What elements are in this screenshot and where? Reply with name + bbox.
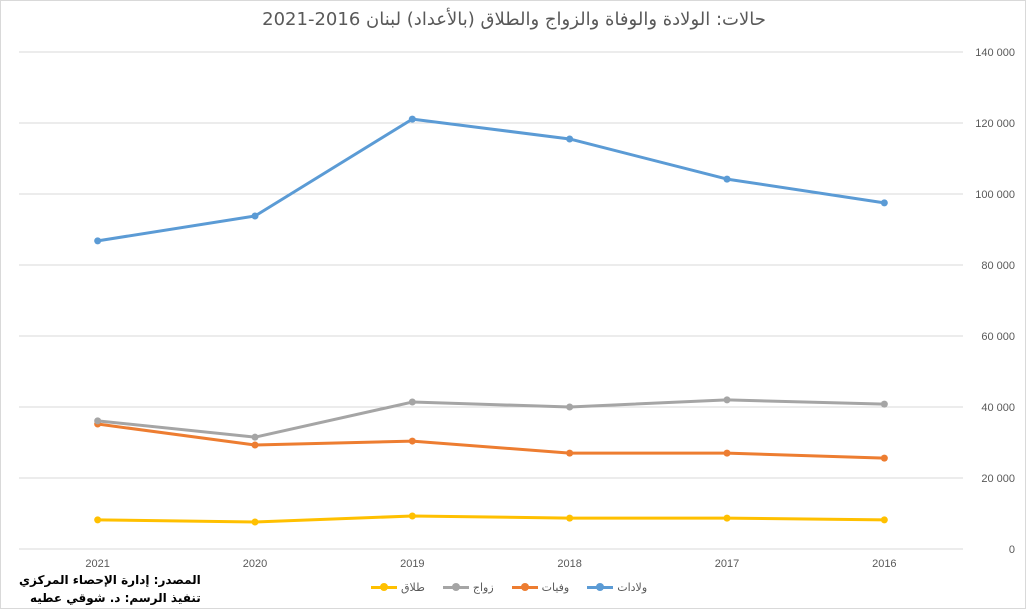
data-point xyxy=(566,403,574,411)
series-line xyxy=(97,117,885,243)
legend: ولادات وفيات زواج طلاق xyxy=(371,581,647,594)
data-point xyxy=(408,437,416,445)
x-tick-label: 2017 xyxy=(715,558,739,570)
x-tick-label: 2018 xyxy=(557,558,581,570)
x-tick-label: 2019 xyxy=(400,558,424,570)
legend-swatch xyxy=(371,583,397,591)
x-tick-label: 2021 xyxy=(85,558,109,570)
y-tick-label: 0 xyxy=(1009,544,1015,556)
author-line: تنفيذ الرسم: د. شوقي عطيه xyxy=(30,591,201,605)
data-point xyxy=(723,175,731,183)
legend-label: طلاق xyxy=(401,581,425,594)
series-line xyxy=(97,398,885,439)
data-point xyxy=(880,199,888,207)
data-point xyxy=(408,512,416,520)
data-point xyxy=(880,400,888,408)
data-point xyxy=(723,396,731,404)
data-point xyxy=(94,417,102,425)
legend-item: طلاق xyxy=(371,581,425,594)
legend-item: ولادات xyxy=(587,581,647,594)
data-point xyxy=(566,449,574,457)
chart-title: حالات: الولادة والوفاة والزواج والطلاق (… xyxy=(262,9,766,30)
data-point xyxy=(251,518,259,526)
data-point xyxy=(723,449,731,457)
source-note: المصدر: إدارة الإحصاء المركزي تنفيذ الرس… xyxy=(19,571,201,607)
data-point xyxy=(880,516,888,524)
data-point xyxy=(251,433,259,441)
data-point xyxy=(94,516,102,524)
y-tick-label: 100 000 xyxy=(975,189,1015,201)
series-line xyxy=(97,422,885,460)
x-tick-label: 2016 xyxy=(872,558,896,570)
legend-item: وفيات xyxy=(511,581,570,594)
legend-label: زواج xyxy=(472,581,494,594)
x-tick-label: 2020 xyxy=(243,558,267,570)
data-point xyxy=(566,514,574,522)
data-point xyxy=(566,135,574,143)
y-tick-label: 120 000 xyxy=(975,118,1015,130)
data-point xyxy=(880,454,888,462)
y-tick-label: 80 000 xyxy=(981,260,1015,272)
y-tick-label: 140 000 xyxy=(975,47,1015,59)
data-point xyxy=(723,514,731,522)
legend-label: وفيات xyxy=(541,581,570,594)
y-tick-label: 20 000 xyxy=(981,473,1015,485)
data-point xyxy=(408,398,416,406)
data-point xyxy=(251,441,259,449)
legend-swatch xyxy=(442,583,469,591)
legend-item: زواج xyxy=(442,581,494,594)
legend-swatch xyxy=(587,583,614,591)
legend-label: ولادات xyxy=(617,581,648,594)
data-point xyxy=(94,237,102,245)
y-tick-label: 60 000 xyxy=(981,331,1015,343)
series-line xyxy=(97,514,885,524)
source-line: المصدر: إدارة الإحصاء المركزي xyxy=(19,573,201,587)
y-tick-label: 40 000 xyxy=(981,402,1015,414)
data-point xyxy=(408,115,416,123)
legend-swatch xyxy=(511,583,538,591)
data-point xyxy=(251,212,259,220)
